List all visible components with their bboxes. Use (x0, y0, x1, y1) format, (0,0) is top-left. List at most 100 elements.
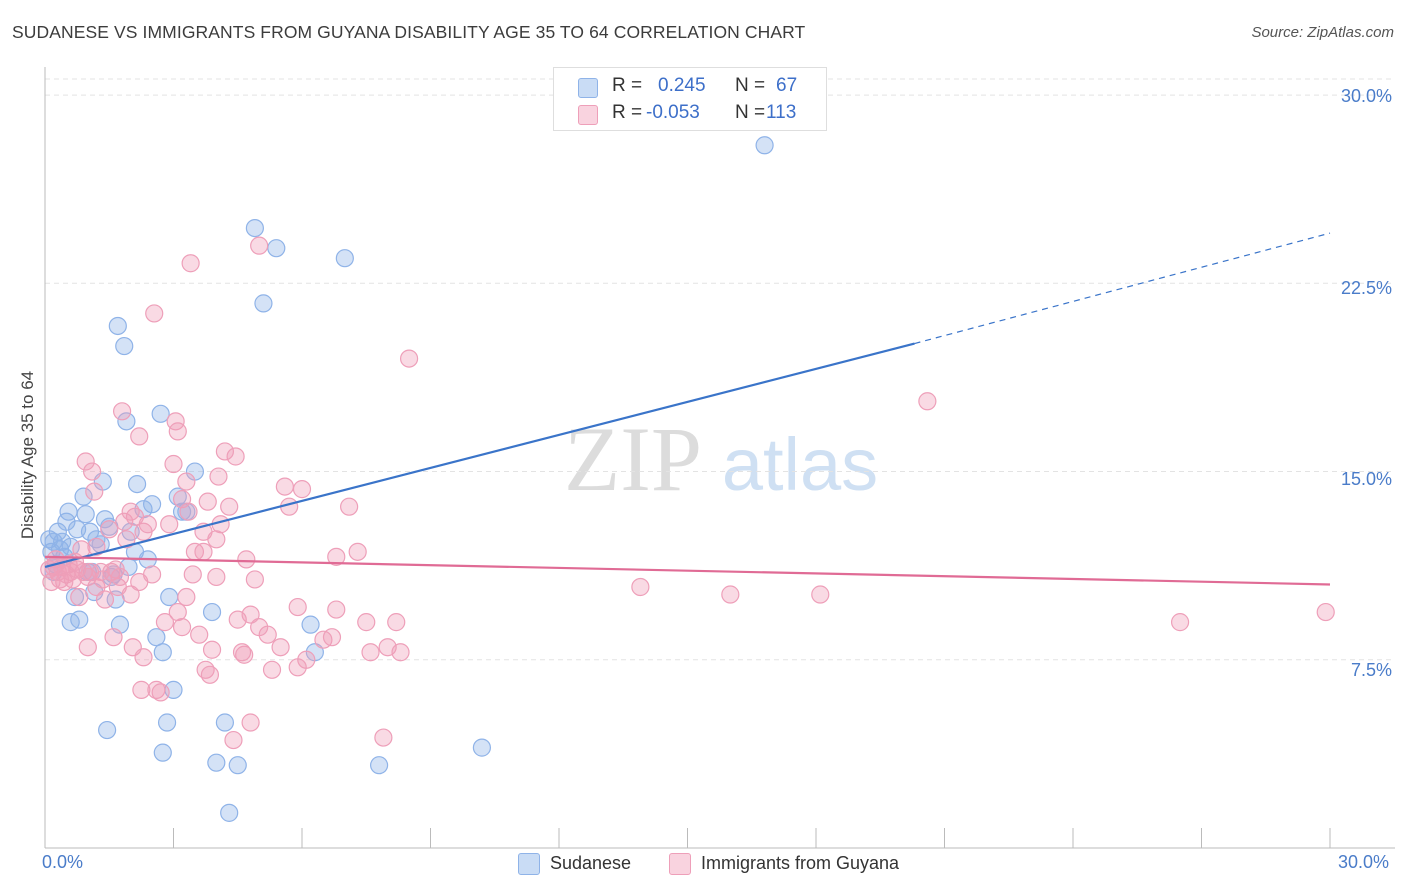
guyana-point (100, 520, 119, 539)
legend-swatch (518, 853, 540, 875)
legend-row-sudanese: R = 0.245 N = 67 (554, 75, 826, 101)
sudanese-point (70, 610, 89, 629)
y-axis-label: Disability Age 35 to 64 (18, 370, 37, 540)
guyana-point (117, 530, 136, 549)
guyana-point (209, 467, 228, 486)
n-label: N = (735, 102, 766, 123)
guyana-point (190, 625, 209, 644)
guyana-point (918, 392, 937, 411)
guyana-point (232, 643, 252, 662)
sudanese-point (151, 404, 170, 423)
sudanese-point (755, 136, 774, 155)
guyana-point (87, 577, 106, 597)
sudanese-point (370, 756, 389, 775)
guyana-point (179, 502, 198, 521)
watermark-atlas: atlas (722, 423, 878, 506)
sudanese-point (157, 713, 177, 732)
sudanese-point (153, 743, 172, 762)
guyana-point (172, 618, 192, 637)
sudanese-point (335, 249, 354, 268)
sudanese-point (80, 522, 100, 541)
sudanese-point (172, 502, 192, 521)
guyana-point (132, 680, 151, 699)
sudanese-point (245, 218, 264, 238)
guyana-point (275, 477, 294, 496)
guyana-point (194, 542, 213, 561)
guyana-point (83, 462, 102, 481)
guyana-point (115, 512, 134, 531)
sudanese-point (53, 532, 72, 551)
guyana-point (327, 600, 346, 619)
guyana-point (177, 587, 196, 607)
guyana-point (130, 427, 149, 446)
sudanese-point (98, 720, 117, 740)
guyana-point (631, 577, 650, 597)
guyana-point (237, 550, 256, 569)
legend-item-sudanese[interactable]: Sudanese (518, 852, 658, 876)
sudanese-point (108, 316, 127, 336)
guyana-point (168, 602, 187, 622)
guyana-point (1316, 602, 1335, 622)
guyana-point (207, 567, 226, 587)
sudanese-point (267, 239, 286, 258)
guyana-point (145, 304, 164, 323)
r-label: R = (612, 75, 643, 96)
guyana-point (200, 665, 220, 684)
guyana-point (104, 628, 123, 647)
guyana-point (399, 349, 419, 368)
sudanese-point (76, 505, 95, 524)
guyana-point (226, 447, 245, 466)
guyana-point (374, 728, 393, 747)
sudanese-point (147, 628, 166, 647)
guyana-point (87, 537, 106, 556)
guyana-point (292, 480, 312, 499)
guyana-point (220, 497, 239, 516)
sudanese-point (74, 487, 93, 506)
guyana-point (183, 565, 202, 584)
legend-label: Sudanese (550, 853, 632, 873)
guyana-point (271, 638, 290, 657)
guyana-point (134, 648, 153, 667)
guyana-point (250, 618, 269, 637)
guyana-point (721, 585, 740, 604)
guyana-point (138, 515, 157, 534)
guyana-point (207, 530, 226, 549)
sudanese-trend-line (44, 342, 915, 568)
source-credit: Source: ZipAtlas.com (1251, 24, 1394, 41)
guyana-point (198, 492, 217, 511)
y-tick-label: 30.0% (1340, 86, 1392, 106)
guyana-point (348, 542, 367, 561)
guyana-point (155, 613, 175, 632)
guyana-point (164, 454, 183, 474)
guyana-point (361, 643, 380, 662)
guyana-point (181, 254, 200, 273)
legend-swatch (578, 78, 598, 98)
n-value: 67 (776, 75, 798, 96)
guyana-point (1170, 613, 1190, 632)
sudanese-point (220, 803, 239, 822)
guyana-point (387, 613, 406, 632)
guyana-point (262, 660, 282, 679)
guyana-point (241, 713, 260, 732)
sudanese-point (207, 753, 226, 772)
guyana-point (241, 605, 260, 624)
guyana-point (151, 683, 170, 702)
guyana-point (85, 482, 104, 501)
legend-item-guyana[interactable]: Immigrants from Guyana (669, 852, 949, 876)
chart-title: SUDANESE VS IMMIGRANTS FROM GUYANA DISAB… (12, 22, 806, 42)
x-tick-label: 30.0% (1338, 852, 1390, 872)
guyana-point (76, 452, 95, 471)
guyana-point (130, 572, 149, 592)
guyana-point (121, 585, 140, 604)
guyana-point (250, 236, 269, 255)
guyana-point (327, 547, 346, 566)
sudanese-point (228, 756, 247, 775)
guyana-point (357, 613, 376, 632)
sudanese-trend-extension (914, 232, 1331, 345)
guyana-point (235, 645, 254, 664)
sudanese-point (472, 738, 491, 757)
n-label: N = (735, 75, 766, 96)
guyana-point (70, 587, 89, 607)
guyana-point (245, 570, 264, 589)
sudanese-point (142, 495, 162, 514)
